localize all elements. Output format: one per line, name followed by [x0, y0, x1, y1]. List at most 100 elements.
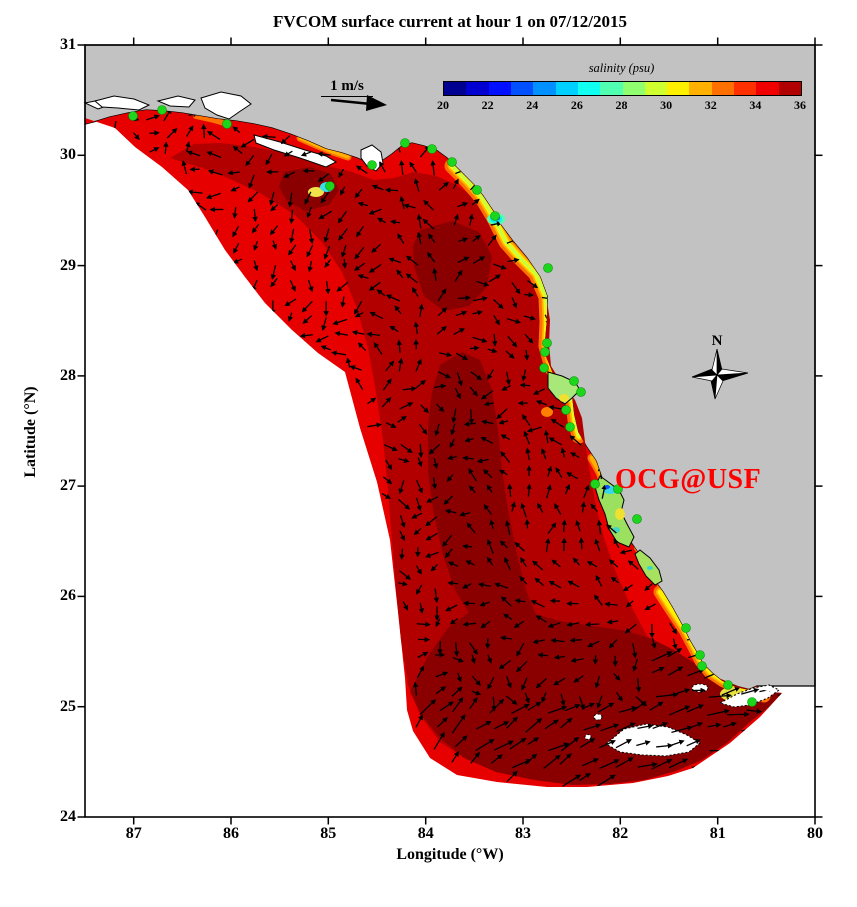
coastal-lagoon — [156, 95, 196, 108]
station-dot — [695, 650, 705, 660]
current-vector — [511, 282, 521, 295]
current-vector — [413, 528, 422, 536]
current-vector — [651, 666, 665, 674]
current-vector — [420, 404, 429, 414]
current-vector — [595, 574, 603, 587]
colorbar-cell — [734, 82, 757, 95]
current-vector — [411, 286, 419, 297]
current-vector — [616, 722, 636, 733]
current-vector — [252, 208, 258, 223]
current-vector — [583, 723, 602, 731]
current-vector — [608, 559, 619, 568]
current-vector — [452, 178, 459, 190]
current-vector — [422, 218, 435, 230]
current-vector — [357, 201, 369, 207]
current-vector — [470, 371, 483, 381]
current-vector — [549, 598, 561, 604]
current-vector — [389, 325, 399, 333]
current-vector — [573, 675, 584, 683]
current-vector — [613, 672, 621, 681]
current-vector — [194, 202, 207, 211]
current-vector — [417, 457, 423, 468]
current-vector — [253, 260, 259, 272]
colorbar-cell — [622, 82, 645, 95]
current-vector — [578, 696, 586, 711]
current-vector — [569, 637, 582, 643]
current-vector — [425, 496, 439, 503]
current-vector — [428, 443, 441, 455]
current-vector — [356, 226, 364, 238]
current-vector — [496, 408, 508, 420]
current-vector — [746, 708, 763, 714]
current-vector — [438, 181, 449, 191]
compass-rose — [691, 348, 749, 400]
current-vector — [454, 269, 463, 282]
current-vector — [521, 677, 528, 691]
current-vector — [527, 701, 542, 711]
colorbar-tick-22: 22 — [481, 98, 494, 112]
current-vector — [381, 492, 391, 499]
current-vector — [532, 638, 545, 645]
current-vector — [230, 186, 240, 192]
current-vector — [489, 519, 495, 530]
current-vector — [601, 484, 607, 499]
station-layer — [128, 105, 757, 707]
scale-arrow — [330, 95, 387, 111]
current-vector — [668, 758, 689, 769]
current-vector — [500, 596, 512, 607]
current-vector — [451, 750, 460, 763]
station-dot — [543, 263, 553, 273]
current-vector — [427, 251, 436, 263]
current-vector — [451, 408, 457, 424]
current-vector — [669, 622, 678, 635]
compass-north-label: N — [711, 333, 723, 349]
current-vector — [631, 701, 647, 713]
current-vector — [579, 738, 596, 748]
current-vector — [511, 297, 518, 309]
current-vector — [317, 173, 330, 183]
current-vector — [447, 561, 459, 567]
current-vector — [545, 537, 551, 553]
station-dot — [542, 338, 552, 348]
station-dot — [540, 347, 550, 357]
current-vector — [455, 310, 468, 317]
colorbar-tick-20: 20 — [437, 98, 449, 112]
current-vector — [400, 443, 413, 454]
current-vector — [610, 576, 619, 584]
current-vector — [543, 429, 550, 444]
current-vector — [385, 294, 401, 302]
current-vector — [604, 601, 618, 608]
station-dot — [697, 661, 707, 671]
current-vector — [366, 331, 381, 338]
current-vector — [651, 651, 673, 662]
current-vector — [547, 522, 557, 535]
current-vector — [437, 307, 448, 317]
salinity-36psu-region — [413, 221, 492, 311]
station-dot — [632, 514, 642, 524]
y-tick-label-30: 30 — [60, 146, 76, 164]
current-vector — [519, 382, 531, 389]
current-vector — [480, 436, 494, 444]
y-tick-label-26: 26 — [60, 587, 76, 605]
current-vector — [506, 770, 518, 783]
current-vector — [289, 279, 296, 292]
current-vector — [476, 280, 490, 287]
current-vector — [649, 701, 664, 711]
current-vector — [569, 435, 582, 446]
current-vector — [479, 601, 490, 607]
current-vector — [302, 315, 313, 324]
current-vector — [416, 213, 423, 229]
current-vector — [504, 556, 511, 571]
current-vector — [304, 191, 312, 205]
current-vector — [490, 754, 503, 764]
current-vector — [472, 256, 486, 265]
current-vector — [493, 299, 504, 310]
current-vector — [357, 342, 367, 351]
current-vector — [434, 423, 440, 437]
current-vector — [261, 133, 276, 140]
current-vector — [686, 704, 705, 713]
current-vector — [490, 221, 503, 227]
colorbar-label: salinity (psu) — [588, 61, 655, 75]
river-plume — [615, 508, 625, 520]
current-vector — [371, 184, 384, 191]
